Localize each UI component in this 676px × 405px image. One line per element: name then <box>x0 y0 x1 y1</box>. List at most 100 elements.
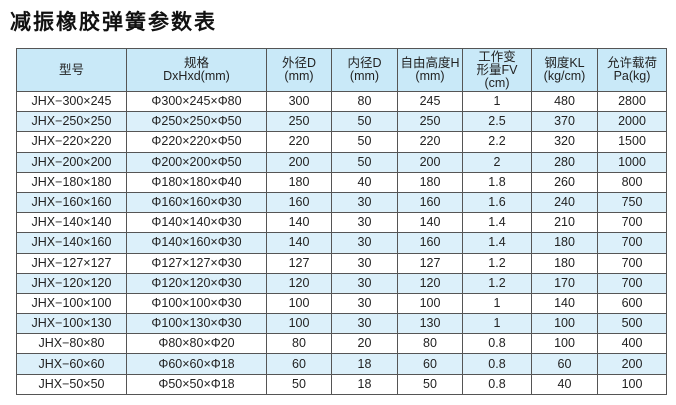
cell-inner-diameter: 20 <box>331 333 398 355</box>
cell-model: JHX−140×160 <box>16 232 127 254</box>
table-row: JHX−250×250 Φ250×250×Φ50 250 50 250 2.5 370 200… <box>16 111 667 133</box>
cell-outer-diameter: 80 <box>266 333 332 355</box>
header-model: 型号 <box>16 48 127 92</box>
cell-spec: Φ180×180×Φ40 <box>126 171 267 193</box>
cell-model: JHX−127×127 <box>16 252 127 274</box>
table-row: JHX−50×50 Φ50×50×Φ18 50 18 50 0.8 40 100 <box>16 373 667 395</box>
cell-stiffness: 280 <box>531 151 598 173</box>
cell-deformation: 0.8 <box>462 373 532 395</box>
cell-outer-diameter: 100 <box>266 292 332 315</box>
cell-model: JHX−80×80 <box>16 333 127 355</box>
header-line: 内径D <box>347 56 382 70</box>
header-line: (mm) <box>284 69 314 83</box>
cell-spec: Φ100×130×Φ30 <box>126 313 267 335</box>
table-row: JHX−140×160 Φ140×160×Φ30 140 30 160 1.4 180 700 <box>16 232 667 254</box>
cell-deformation: 1 <box>462 90 532 113</box>
spring-parameter-table: 型号 规格 DxHxd(mm) 外径D (mm) 内径D (mm) 自由高度H (mm) 工作变形… <box>16 48 667 395</box>
header-line: 型号 <box>58 62 84 77</box>
header-stiffness: 钢度KL (kg/cm) <box>531 48 598 92</box>
cell-model: JHX−60×60 <box>16 353 127 375</box>
cell-model: JHX−250×250 <box>16 111 127 133</box>
cell-spec: Φ300×245×Φ80 <box>126 90 267 113</box>
cell-stiffness: 180 <box>531 252 598 274</box>
header-line: (kg/cm) <box>543 69 586 83</box>
cell-model: JHX−120×120 <box>16 272 127 294</box>
cell-allowable-load: 700 <box>597 252 667 274</box>
cell-allowable-load: 1000 <box>597 151 667 173</box>
cell-outer-diameter: 250 <box>266 111 332 133</box>
cell-free-height: 130 <box>397 313 463 335</box>
cell-deformation: 2 <box>462 151 532 173</box>
header-inner-diameter: 内径D (mm) <box>331 48 398 92</box>
cell-outer-diameter: 220 <box>266 131 332 153</box>
cell-outer-diameter: 50 <box>266 373 332 395</box>
cell-spec: Φ160×160×Φ30 <box>126 191 267 214</box>
header-line: (mm) <box>349 69 380 83</box>
cell-free-height: 220 <box>397 131 463 153</box>
header-line: 允许载荷 <box>606 56 657 70</box>
cell-deformation: 1.4 <box>462 232 532 254</box>
cell-allowable-load: 700 <box>597 272 667 294</box>
cell-stiffness: 140 <box>531 292 598 315</box>
cell-inner-diameter: 18 <box>331 373 398 395</box>
table-row: JHX−160×160 Φ160×160×Φ30 160 30 160 1.6 240 750 <box>16 191 667 214</box>
cell-deformation: 0.8 <box>462 353 532 375</box>
cell-free-height: 250 <box>397 111 463 133</box>
cell-outer-diameter: 140 <box>266 232 332 254</box>
table-row: JHX−180×180 Φ180×180×Φ40 180 40 180 1.8 260 800 <box>16 171 667 193</box>
cell-free-height: 127 <box>397 252 463 274</box>
cell-stiffness: 100 <box>531 313 598 335</box>
cell-deformation: 1.6 <box>462 191 532 214</box>
cell-inner-diameter: 40 <box>331 171 398 193</box>
cell-free-height: 160 <box>397 191 463 214</box>
cell-free-height: 140 <box>397 212 463 234</box>
cell-stiffness: 170 <box>531 272 598 294</box>
cell-spec: Φ80×80×Φ20 <box>126 333 267 355</box>
cell-allowable-load: 600 <box>597 292 667 315</box>
cell-deformation: 1 <box>462 313 532 335</box>
cell-spec: Φ250×250×Φ50 <box>126 111 267 133</box>
table-row: JHX−100×130 Φ100×130×Φ30 100 30 130 1 100 500 <box>16 313 667 335</box>
cell-stiffness: 240 <box>531 191 598 214</box>
table-row: JHX−127×127 Φ127×127×Φ30 127 30 127 1.2 180 700 <box>16 252 667 274</box>
table-row: JHX−140×140 Φ140×140×Φ30 140 30 140 1.4 210 700 <box>16 212 667 234</box>
header-line: (mm) <box>415 69 445 83</box>
cell-inner-diameter: 50 <box>331 111 398 133</box>
cell-inner-diameter: 30 <box>331 191 398 214</box>
page-title: 减振橡胶弹簧参数表 <box>10 10 217 34</box>
cell-free-height: 60 <box>397 353 463 375</box>
cell-stiffness: 370 <box>531 111 598 133</box>
header-line: DxHxd(mm) <box>163 69 230 83</box>
cell-model: JHX−300×245 <box>16 90 127 113</box>
cell-allowable-load: 500 <box>597 313 667 335</box>
cell-free-height: 50 <box>397 373 463 395</box>
table-row: JHX−300×245 Φ300×245×Φ80 300 80 245 1 480 2800 <box>16 90 667 113</box>
cell-outer-diameter: 180 <box>266 171 332 193</box>
cell-inner-diameter: 30 <box>331 313 398 335</box>
cell-stiffness: 320 <box>531 131 598 153</box>
header-line: 形量FV <box>476 62 518 77</box>
cell-inner-diameter: 30 <box>331 252 398 274</box>
header-allowable-load: 允许载荷 Pa(kg) <box>597 48 667 92</box>
cell-spec: Φ120×120×Φ30 <box>126 272 267 294</box>
header-line: 外径D <box>281 56 317 70</box>
cell-inner-diameter: 30 <box>331 292 398 315</box>
cell-outer-diameter: 140 <box>266 212 332 234</box>
cell-model: JHX−200×200 <box>16 151 127 173</box>
cell-spec: Φ140×140×Φ30 <box>126 212 267 234</box>
cell-inner-diameter: 30 <box>331 272 398 294</box>
cell-model: JHX−100×100 <box>16 292 127 315</box>
cell-inner-diameter: 30 <box>331 232 398 254</box>
cell-model: JHX−180×180 <box>16 171 127 193</box>
cell-outer-diameter: 120 <box>266 272 332 294</box>
cell-outer-diameter: 100 <box>266 313 332 335</box>
cell-free-height: 200 <box>397 151 463 173</box>
table-row: JHX−120×120 Φ120×120×Φ30 120 30 120 1.2 170 700 <box>16 272 667 294</box>
cell-spec: Φ140×160×Φ30 <box>126 232 267 254</box>
cell-model: JHX−140×140 <box>16 212 127 234</box>
cell-deformation: 1.4 <box>462 212 532 234</box>
cell-outer-diameter: 200 <box>266 151 332 173</box>
cell-allowable-load: 750 <box>597 191 667 214</box>
table-row: JHX−100×100 Φ100×100×Φ30 100 30 100 1 140 600 <box>16 292 667 315</box>
header-outer-diameter: 外径D (mm) <box>266 48 332 92</box>
